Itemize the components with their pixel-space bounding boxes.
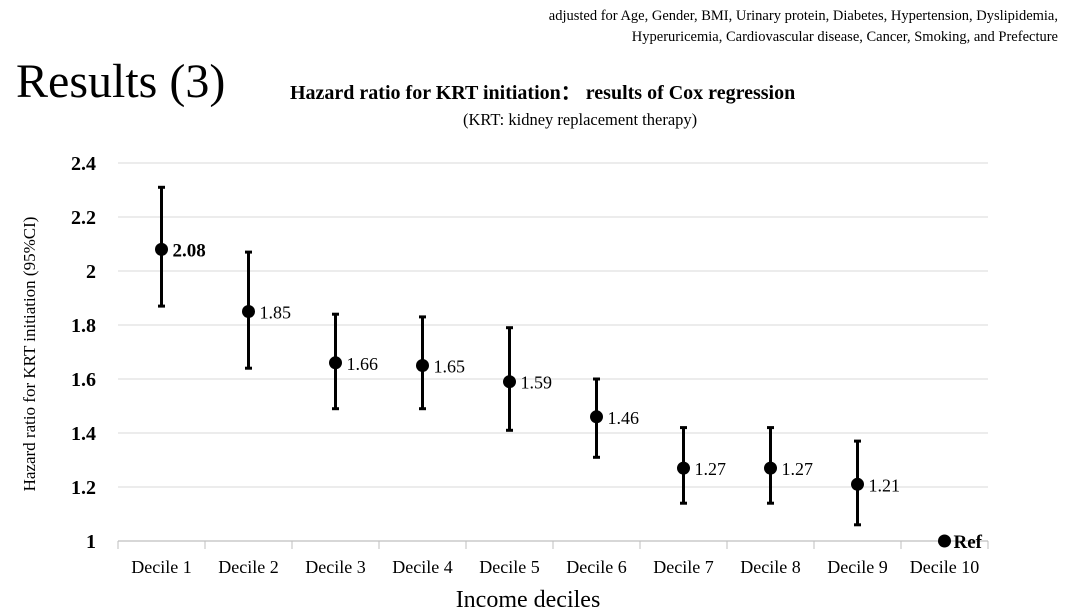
slide-title: Results (3) [16, 55, 226, 108]
data-point [764, 461, 777, 475]
x-tick-label: Decile 5 [479, 557, 539, 577]
y-tick-label: 2.4 [71, 153, 96, 175]
x-axis-label: Income deciles [456, 587, 601, 613]
data-point [851, 477, 864, 491]
y-tick-label: 2 [86, 261, 96, 283]
x-tick-label: Decile 2 [218, 557, 278, 577]
data-label: 1.27 [695, 459, 727, 479]
data-label: 1.66 [347, 354, 379, 374]
data-point [503, 375, 516, 389]
x-tick-label: Decile 6 [566, 557, 626, 577]
x-tick-label: Decile 7 [653, 557, 713, 577]
data-label: 1.59 [521, 373, 553, 393]
chart-title: Hazard ratio for KRT initiation： results… [290, 82, 796, 104]
grid-lines [118, 162, 988, 488]
x-tick-label: Decile 10 [910, 557, 979, 577]
y-tick-label: 1.4 [71, 423, 96, 445]
adjustment-note-line-1: adjusted for Age, Gender, BMI, Urinary p… [548, 8, 1058, 24]
chart-subtitle: (KRT: kidney replacement therapy) [463, 110, 698, 129]
y-tick-label: 1.8 [71, 315, 96, 337]
data-point [938, 534, 951, 548]
y-tick-label: 2.2 [71, 207, 96, 229]
x-tick-label: Decile 9 [827, 557, 887, 577]
data-label: Ref [954, 532, 983, 553]
data-label: 1.85 [260, 303, 292, 323]
data-label: 1.21 [869, 475, 901, 495]
data-point [590, 410, 603, 424]
x-tick-label: Decile 3 [305, 557, 365, 577]
axes: 1 1.2 1.4 1.6 1.8 2 2.2 2.4 Decile 1 Decile 2 Deci… [71, 153, 989, 577]
x-tick-label: Decile 4 [392, 557, 452, 577]
y-axis-label: Hazard ratio for KRT initiation (95%CI) [20, 217, 39, 492]
data-point [329, 356, 342, 370]
adjustment-note: adjusted for Age, Gender, BMI, Urinary p… [358, 6, 1058, 48]
adjustment-note-line-2: Hyperuricemia, Cardiovascular disease, C… [631, 29, 1058, 45]
data-point [242, 305, 255, 318]
x-tick-label: Decile 8 [740, 557, 800, 577]
data-label: 1.27 [782, 459, 814, 479]
y-tick-label: 1.6 [71, 369, 96, 391]
data-marks: 2.08 1.85 1.66 1.65 1.59 1.46 1.27 1.27 1.21 Ref [155, 185, 983, 553]
data-point [155, 242, 168, 256]
y-tick-label: 1.2 [71, 477, 96, 499]
y-tick-label: 1 [86, 531, 96, 553]
data-label: 2.08 [173, 240, 206, 261]
data-point [677, 461, 690, 475]
data-point [416, 359, 429, 372]
data-label: 1.46 [608, 408, 640, 428]
data-label: 1.65 [434, 357, 466, 377]
x-tick-label: Decile 1 [131, 557, 191, 577]
